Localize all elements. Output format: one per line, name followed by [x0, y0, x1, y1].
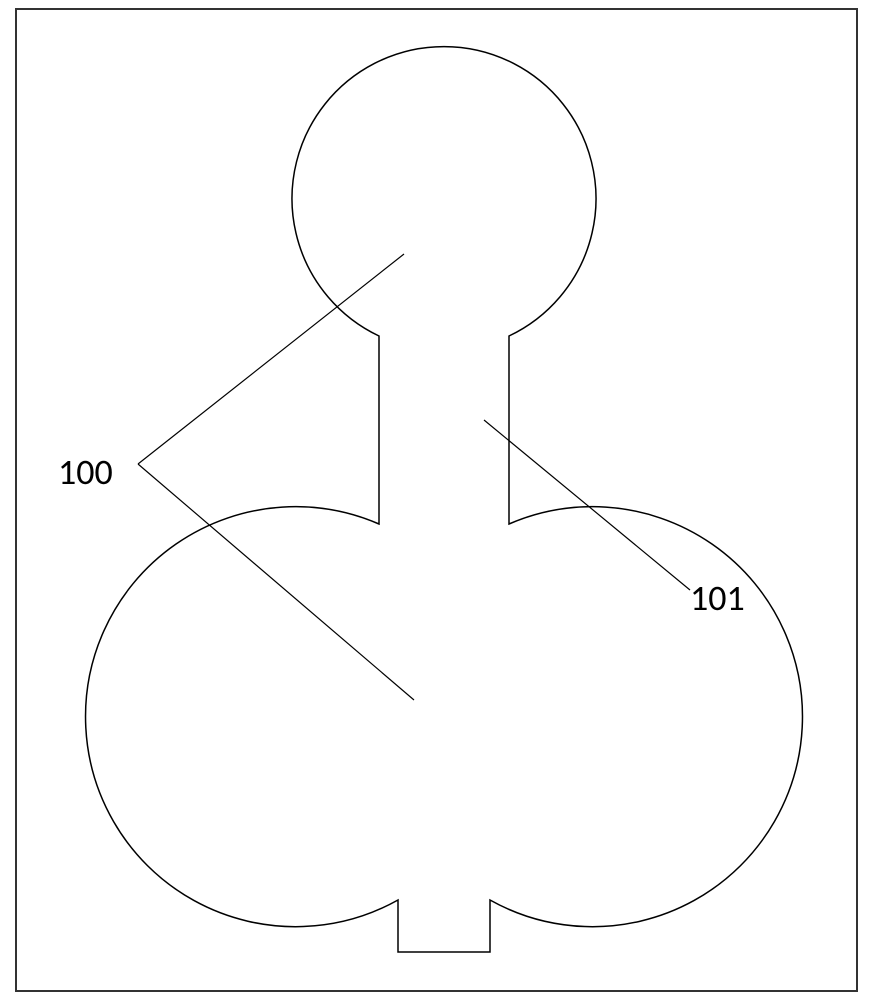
leader-101-to-neck [484, 420, 690, 590]
shape-outline [86, 47, 803, 952]
gourd-shape [86, 47, 803, 952]
label-101: 101 [690, 576, 745, 620]
label-100: 100 [58, 450, 113, 494]
leader-100-to-bottom-circle [138, 464, 414, 700]
leader-100-to-top-circle [138, 254, 404, 464]
leader-lines [138, 254, 690, 700]
diagram-canvas [0, 0, 873, 1000]
